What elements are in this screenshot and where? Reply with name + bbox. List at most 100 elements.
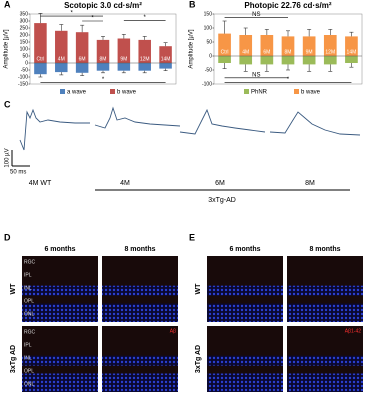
erg-traces — [19, 106, 361, 151]
bar — [96, 63, 110, 71]
bar — [323, 56, 337, 65]
category-label: 6M — [263, 49, 270, 55]
y-tick-label: 100 — [20, 46, 29, 52]
category-label: 8M — [285, 49, 292, 55]
y-tick-label: 0 — [209, 53, 212, 59]
nuclear-layer — [22, 285, 98, 296]
legend-swatch — [244, 89, 249, 94]
trace — [19, 108, 90, 151]
bar — [218, 33, 231, 56]
category-label: 4M — [242, 49, 249, 55]
y-tick-label: 50 — [206, 39, 212, 45]
y-tick-label: 250 — [20, 25, 29, 31]
y-axis-label: Amplitude [µV] — [4, 29, 10, 68]
bar — [218, 56, 231, 63]
layer-label: RGC — [24, 259, 36, 265]
layer-label: INL — [24, 355, 32, 361]
nuclear-layer — [207, 303, 283, 322]
significance-label: NS — [252, 12, 260, 18]
trace-label: 4M WT — [29, 180, 52, 187]
legend-swatch — [60, 89, 65, 94]
legend-label: PhNR — [251, 90, 268, 96]
trace — [179, 108, 266, 135]
y-tick-label: 100 — [204, 25, 213, 31]
panel-label: A — [4, 0, 11, 9]
y-tick-label: 300 — [20, 18, 29, 24]
column-label: 6 months — [44, 246, 75, 253]
layer-label: INL — [24, 285, 32, 291]
bar — [260, 35, 274, 56]
layer-label: IPL — [24, 342, 32, 348]
layer-label: OPL — [24, 368, 34, 374]
bar — [117, 63, 131, 71]
bar — [159, 63, 172, 69]
nuclear-layer — [287, 303, 363, 322]
bar — [302, 36, 316, 56]
y-tick-label: -150 — [18, 81, 28, 87]
significance-label: * — [91, 16, 94, 22]
bar — [159, 46, 172, 63]
trace-label: 8M — [305, 180, 315, 187]
category-label: 12M — [325, 49, 335, 55]
nuclear-layer — [287, 355, 363, 366]
category-label: 6M — [79, 56, 86, 62]
category-label: 9M — [306, 49, 313, 55]
significance-label: * — [71, 11, 74, 17]
bar — [117, 38, 131, 63]
bar — [302, 56, 316, 65]
panel-label: C — [4, 99, 11, 109]
plot-frame — [213, 13, 363, 85]
bar — [281, 56, 295, 65]
category-label: Ctrl — [221, 49, 229, 55]
category-label: Ctrl — [37, 56, 45, 62]
group-label: 3xTg-AD — [208, 197, 236, 204]
category-label: 9M — [120, 56, 127, 62]
layer-label: IPL — [24, 272, 32, 278]
stain-label: Aβ1-42 — [345, 328, 361, 334]
nuclear-layer — [22, 355, 98, 366]
category-label: 12M — [140, 56, 150, 62]
nuclear-layer — [102, 373, 178, 392]
nuclear-layer — [287, 285, 363, 296]
column-label: 8 months — [124, 246, 155, 253]
bar — [55, 63, 68, 73]
nuclear-layer — [22, 373, 98, 392]
legend-swatch — [294, 89, 299, 94]
y-tick-label: -100 — [18, 74, 28, 80]
bar — [323, 35, 337, 56]
bar — [75, 32, 89, 63]
nuclear-layer — [207, 355, 283, 366]
layer-label: ONL — [24, 311, 35, 317]
bar — [34, 23, 47, 64]
bar — [34, 63, 47, 75]
scale-label: 50 ms — [10, 170, 26, 176]
nuclear-layer — [102, 303, 178, 322]
column-label: 8 months — [309, 246, 340, 253]
nuclear-layer — [207, 373, 283, 392]
y-tick-label: 350 — [20, 11, 29, 17]
chart-title: Scotopic 3.0 cd·s/m² — [64, 1, 142, 10]
y-tick-label: -100 — [202, 81, 212, 87]
nuclear-layer — [207, 285, 283, 296]
y-axis-label: Amplitude [µV] — [189, 29, 195, 68]
legend-swatch — [110, 89, 115, 94]
significance-label: * — [144, 15, 147, 21]
y-tick-label: 150 — [20, 39, 29, 45]
bar — [239, 56, 253, 65]
panel-label: E — [189, 232, 195, 242]
row-label: 3xTg AD — [10, 345, 17, 373]
y-tick-label: 150 — [204, 11, 213, 17]
trace-label: 4M — [120, 180, 130, 187]
row-label: WT — [10, 283, 17, 295]
nuclear-layer — [22, 303, 98, 322]
bar — [345, 56, 358, 63]
bar — [239, 35, 253, 56]
y-tick-label: -50 — [21, 67, 28, 73]
trace — [269, 111, 361, 136]
layer-label: ONL — [24, 381, 35, 387]
bar — [138, 63, 151, 71]
panel-label: D — [4, 232, 11, 242]
y-tick-label: -50 — [205, 67, 212, 73]
legend-label: b wave — [117, 90, 137, 96]
trace — [94, 106, 181, 129]
